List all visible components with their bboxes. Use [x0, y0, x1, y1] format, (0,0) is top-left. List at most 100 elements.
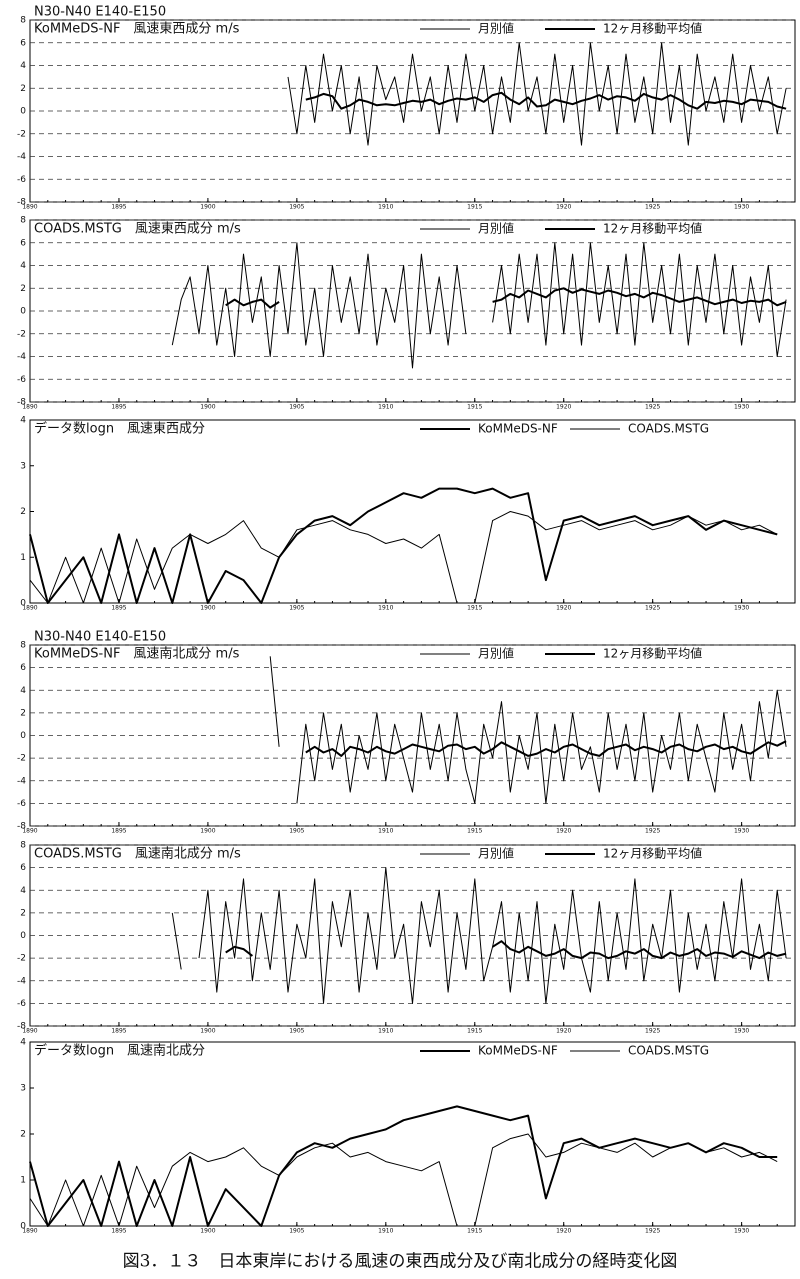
x-tick-label: 1900	[200, 204, 215, 211]
y-tick-label: -8	[17, 822, 26, 832]
y-tick-label: -2	[17, 129, 26, 139]
title-bg	[32, 221, 282, 237]
legend-label: COADS.MSTG	[628, 1044, 709, 1058]
y-tick-label: -4	[17, 152, 26, 162]
series-line	[225, 940, 787, 960]
x-tick-label: 1915	[467, 1028, 482, 1035]
y-tick-label: -2	[17, 954, 26, 964]
x-tick-label: 1910	[378, 828, 393, 835]
y-tick-label: 3	[20, 1084, 26, 1094]
y-tick-label: 0	[20, 731, 26, 741]
title-bg	[32, 21, 282, 37]
x-tick-label: 1890	[22, 204, 37, 211]
y-tick-label: 8	[20, 216, 26, 226]
x-tick-label: 1905	[289, 828, 304, 835]
series-line	[29, 1105, 778, 1227]
legend-label: 12ヶ月移動平均値	[603, 646, 702, 661]
y-tick-label: 0	[20, 307, 26, 317]
title-bg	[32, 421, 282, 437]
y-tick-label: 0	[20, 931, 26, 941]
series-line	[287, 42, 787, 146]
x-tick-label: 1920	[556, 204, 571, 211]
region-label: N30-N40 E140-E150	[34, 5, 166, 20]
y-tick-label: 4	[20, 886, 26, 896]
x-tick-label: 1910	[378, 1228, 393, 1235]
y-tick-label: -6	[17, 999, 26, 1009]
x-tick-label: 1915	[467, 828, 482, 835]
region-label: N30-N40 E140-E150	[34, 630, 166, 645]
y-tick-label: -2	[17, 754, 26, 764]
title-bg	[32, 846, 282, 862]
y-tick-label: -4	[17, 976, 26, 986]
legend-label: 12ヶ月移動平均値	[603, 846, 702, 861]
chart-title: データ数logn 風速東西成分	[34, 421, 205, 437]
chart-title: COADS.MSTG 風速東西成分 m/s	[34, 221, 241, 237]
x-tick-label: 1930	[734, 404, 749, 411]
x-tick-label: 1920	[556, 828, 571, 835]
y-tick-label: 2	[20, 708, 26, 718]
series-line	[269, 656, 787, 804]
chart-title: データ数logn 風速南北成分	[34, 1043, 205, 1059]
x-tick-label: 1930	[734, 204, 749, 211]
x-tick-label: 1930	[734, 605, 749, 612]
legend-label: KoMMeDS-NF	[478, 1044, 558, 1058]
y-tick-label: 4	[20, 416, 26, 426]
legend-label: 12ヶ月移動平均値	[603, 21, 702, 36]
x-tick-label: 1895	[111, 605, 126, 612]
x-tick-label: 1920	[556, 1228, 571, 1235]
x-tick-label: 1900	[200, 404, 215, 411]
x-tick-label: 1910	[378, 404, 393, 411]
y-tick-label: -4	[17, 352, 26, 362]
y-tick-label: 2	[20, 84, 26, 94]
x-tick-label: 1925	[645, 204, 660, 211]
y-tick-label: 8	[20, 16, 26, 26]
x-tick-label: 1910	[378, 204, 393, 211]
x-tick-label: 1920	[556, 1028, 571, 1035]
x-tick-label: 1905	[289, 1028, 304, 1035]
x-tick-label: 1930	[734, 1028, 749, 1035]
x-tick-label: 1905	[289, 605, 304, 612]
x-tick-label: 1925	[645, 1028, 660, 1035]
y-tick-label: 1	[20, 1176, 26, 1186]
y-tick-label: 6	[20, 38, 26, 48]
y-tick-label: -8	[17, 398, 26, 408]
chart-title: KoMMeDS-NF 風速南北成分 m/s	[34, 646, 240, 662]
y-tick-label: 6	[20, 863, 26, 873]
x-tick-label: 1915	[467, 204, 482, 211]
title-bg	[32, 1043, 282, 1059]
y-tick-label: 4	[20, 261, 26, 271]
plot-frame	[29, 1041, 796, 1227]
x-tick-label: 1925	[645, 828, 660, 835]
x-tick-label: 1930	[734, 1228, 749, 1235]
series-line	[29, 511, 778, 604]
title-bg	[32, 646, 282, 662]
y-tick-label: 4	[20, 686, 26, 696]
y-tick-label: -8	[17, 198, 26, 208]
x-tick-label: 1895	[111, 1228, 126, 1235]
legend-label: KoMMeDS-NF	[478, 422, 558, 436]
y-tick-label: 2	[20, 908, 26, 918]
series-line	[171, 867, 787, 1004]
y-tick-label: 6	[20, 663, 26, 673]
y-tick-label: 0	[20, 107, 26, 117]
x-tick-label: 1905	[289, 204, 304, 211]
y-tick-label: -6	[17, 375, 26, 385]
x-tick-label: 1930	[734, 828, 749, 835]
x-tick-label: 1895	[111, 404, 126, 411]
y-tick-label: 1	[20, 553, 26, 563]
y-tick-label: -6	[17, 175, 26, 185]
legend-label: 月別値	[478, 21, 514, 36]
y-tick-label: 6	[20, 238, 26, 248]
series-line	[225, 287, 787, 309]
y-tick-label: 4	[20, 1038, 26, 1048]
x-tick-label: 1890	[22, 828, 37, 835]
x-tick-label: 1925	[645, 1228, 660, 1235]
y-tick-label: 2	[20, 507, 26, 517]
series-line	[305, 740, 787, 757]
x-tick-label: 1895	[111, 204, 126, 211]
x-tick-label: 1900	[200, 1028, 215, 1035]
x-tick-label: 1920	[556, 404, 571, 411]
x-tick-label: 1925	[645, 404, 660, 411]
y-tick-label: -2	[17, 329, 26, 339]
